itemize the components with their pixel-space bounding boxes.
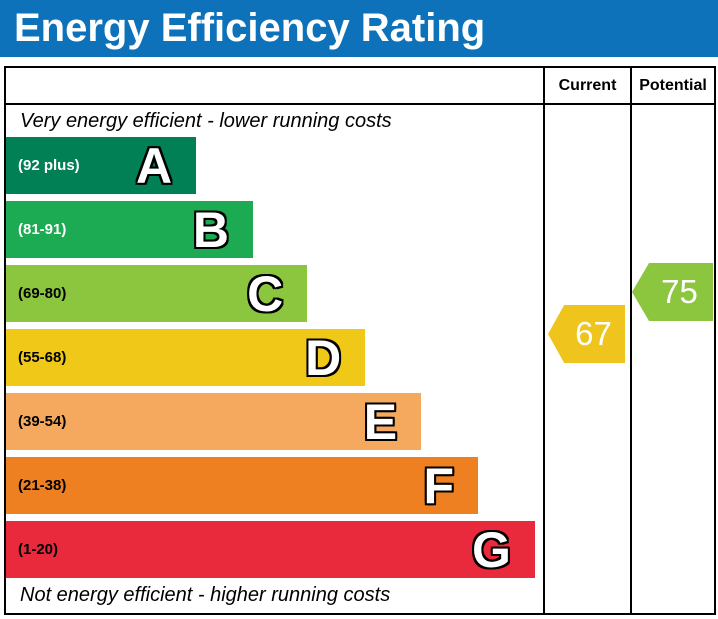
band-bar: (55-68) D (6, 329, 366, 386)
current-arrow: 67 (548, 305, 625, 363)
band-range-label: (39-54) (18, 413, 67, 430)
band-row: (55-68) D (6, 329, 543, 386)
band-row: (39-54) E (6, 393, 543, 450)
band-bar: (92 plus) A (6, 137, 197, 194)
band-range-label: (69-80) (18, 285, 67, 302)
bands: (92 plus) A (81-91) B (69-80) C (55-68) … (6, 137, 543, 578)
table-header-row: Current Potential (6, 68, 714, 105)
band-range-label: (21-38) (18, 477, 67, 494)
band-bar: (69-80) C (6, 265, 308, 322)
current-value: 67 (575, 315, 612, 352)
potential-value: 75 (661, 273, 698, 310)
header-main-cell (6, 68, 543, 103)
band-bar: (39-54) E (6, 393, 422, 450)
caption-bottom: Not energy efficient - higher running co… (20, 584, 391, 606)
band-letter: G (472, 521, 511, 578)
band-letter: F (423, 457, 455, 514)
band-range-label: (92 plus) (18, 157, 80, 174)
current-column: 67 (543, 105, 630, 613)
band-letter: A (135, 137, 173, 194)
caption-top: Very energy efficient - lower running co… (20, 109, 392, 132)
band-range-label: (81-91) (18, 221, 67, 238)
band-letter: E (363, 393, 398, 450)
band-letter: B (192, 201, 230, 258)
band-bar: (1-20) G (6, 521, 535, 578)
potential-arrow: 75 (632, 263, 713, 321)
header-current-label: Current (543, 68, 630, 103)
potential-column: 75 (630, 105, 714, 613)
chart-main-cell: Very energy efficient - lower running co… (6, 105, 543, 613)
band-row: (1-20) G (6, 521, 543, 578)
band-row: (69-80) C (6, 265, 543, 322)
band-row: (81-91) B (6, 201, 543, 258)
band-letter: D (305, 329, 342, 386)
table-body-row: Very energy efficient - lower running co… (6, 105, 714, 613)
band-letter: C (247, 265, 284, 322)
band-row: (21-38) F (6, 457, 543, 514)
header-potential-label: Potential (630, 68, 714, 103)
band-bar: (81-91) B (6, 201, 254, 258)
band-range-label: (1-20) (18, 541, 59, 558)
title-bar: Energy Efficiency Rating (0, 0, 718, 57)
page-title: Energy Efficiency Rating (14, 6, 486, 50)
band-bar: (21-38) F (6, 457, 479, 514)
band-row: (92 plus) A (6, 137, 543, 194)
band-range-label: (55-68) (18, 349, 67, 366)
rating-table: Current Potential Very energy efficient … (4, 66, 716, 615)
